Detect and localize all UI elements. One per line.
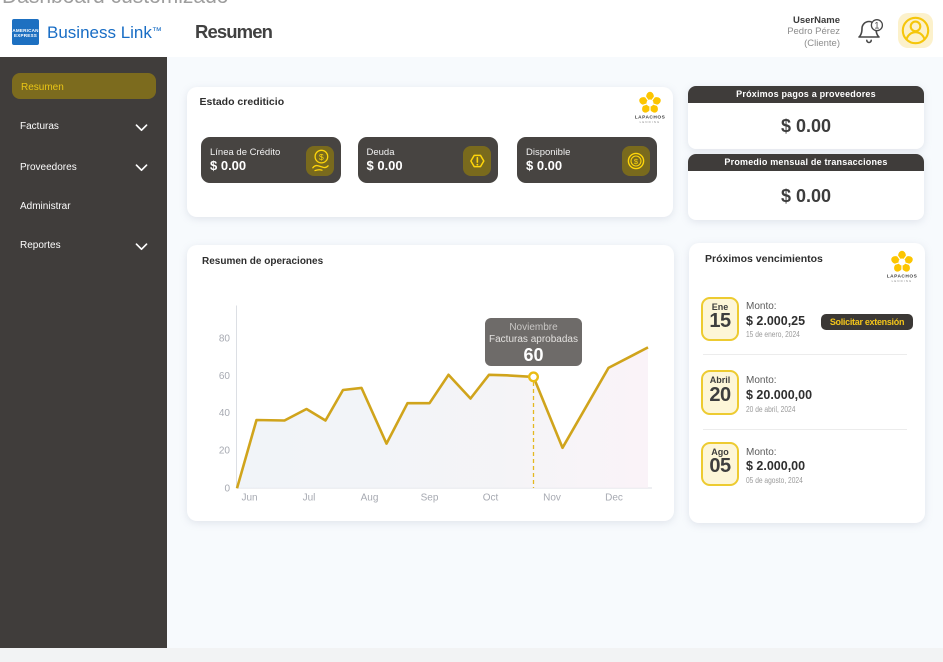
svg-text:Nov: Nov — [543, 493, 561, 504]
svg-text:20: 20 — [219, 446, 231, 457]
svg-text:80: 80 — [219, 334, 231, 345]
svg-text:LENDING: LENDING — [892, 279, 913, 283]
svg-text:$: $ — [634, 156, 639, 165]
svg-text:Sep: Sep — [421, 493, 439, 504]
svg-text:LAPACHOS: LAPACHOS — [635, 115, 666, 121]
svg-text:Dec: Dec — [605, 493, 623, 504]
svg-text:Oct: Oct — [483, 493, 499, 504]
svg-text:40: 40 — [219, 408, 231, 419]
svg-text:Aug: Aug — [361, 493, 379, 504]
svg-text:LENDING: LENDING — [640, 120, 661, 124]
svg-text:Jun: Jun — [241, 493, 257, 504]
svg-text:$: $ — [319, 151, 324, 161]
svg-text:1: 1 — [874, 20, 879, 30]
svg-text:0: 0 — [224, 484, 230, 495]
svg-text:Jul: Jul — [303, 493, 316, 504]
svg-text:60: 60 — [219, 371, 231, 382]
svg-text:LAPACHOS: LAPACHOS — [887, 274, 918, 280]
